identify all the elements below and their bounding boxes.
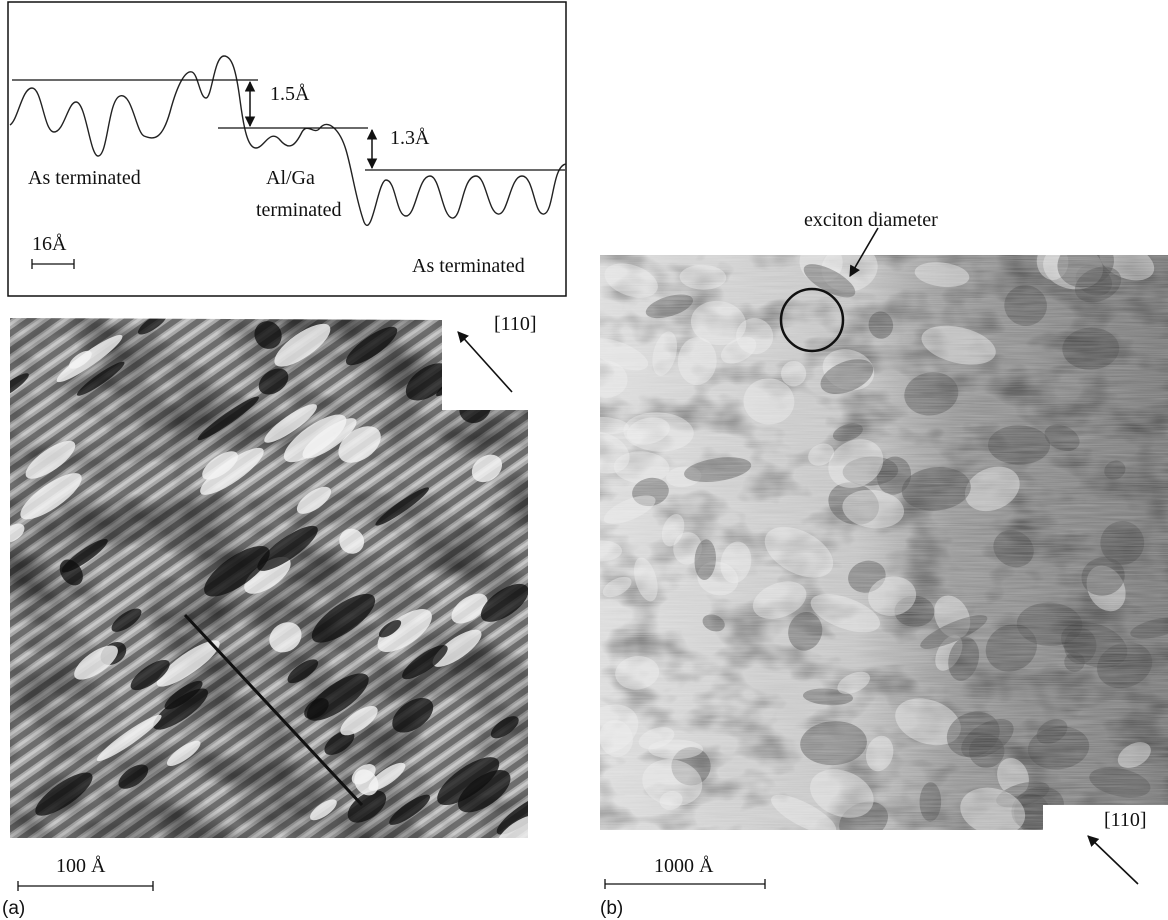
stm-image-b [568, 232, 1168, 849]
step-label: 1.5Å [270, 83, 310, 105]
direction-arrow [458, 332, 512, 392]
texture [433, 351, 496, 400]
panel-caption: (b) [600, 898, 623, 919]
profile-frame [8, 2, 566, 296]
stm-image-a [0, 302, 557, 863]
direction-label: [110] [1104, 809, 1147, 831]
step-label: 1.3Å [390, 127, 430, 149]
scale-label: 1000 Å [654, 855, 714, 877]
region-label: Al/Ga [266, 167, 315, 189]
region-label: terminated [256, 199, 342, 221]
panel-caption: (a) [2, 898, 25, 919]
region-label: As terminated [28, 167, 141, 189]
direction-label: [110] [494, 313, 537, 335]
scale-label: 100 Å [56, 855, 106, 877]
texture [502, 338, 548, 377]
texture [444, 329, 486, 367]
annotation: exciton diameter [804, 209, 938, 231]
scale-label: 16Å [32, 233, 67, 255]
direction-arrow [1088, 836, 1138, 884]
figure: 1.5Å 1.3Å As terminated Al/Ga terminated… [0, 0, 1168, 920]
region-label: As terminated [412, 255, 525, 277]
